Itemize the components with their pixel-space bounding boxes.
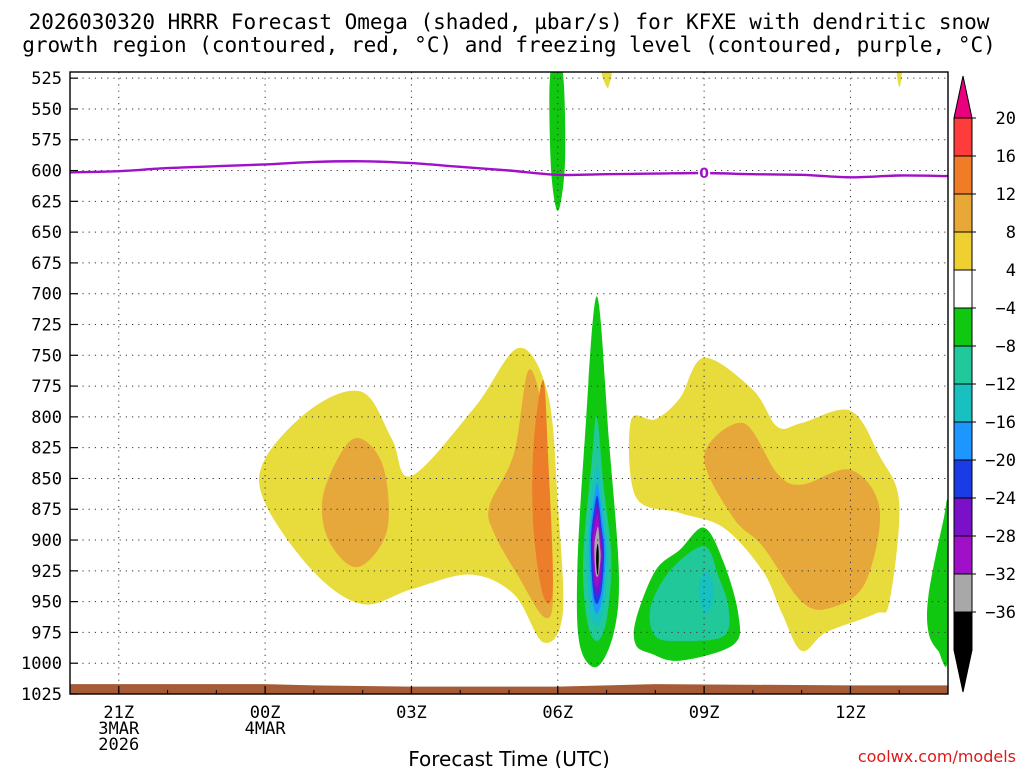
y-tick-label-875: 875 [31, 500, 62, 520]
colorbar-label-10: −24 [985, 489, 1016, 509]
terrain-band [70, 684, 948, 694]
colorbar-segment-6 [953, 345, 973, 385]
colorbar-segment-3 [953, 231, 973, 271]
omega-negative-12-right [698, 570, 714, 613]
colorbar-label-2: 12 [996, 185, 1016, 205]
colorbar-segment-9 [953, 459, 973, 499]
x-tick-label-06Z-0: 06Z [542, 703, 573, 723]
y-tick-label-825: 825 [31, 439, 62, 459]
y-tick-label-625: 625 [31, 192, 62, 212]
colorbar-label-4: 4 [1006, 261, 1016, 281]
omega-negative-36-core [596, 543, 599, 575]
y-tick-label-575: 575 [31, 131, 62, 151]
y-tick-label-800: 800 [31, 408, 62, 428]
grid [70, 72, 948, 694]
omega-positive-4-top-a [601, 72, 612, 89]
credit-text: coolwx.com/models [858, 747, 1016, 766]
colorbar-segment-5 [953, 307, 973, 347]
y-tick-label-925: 925 [31, 562, 62, 582]
x-tick-label-00Z-0: 00Z [250, 703, 281, 723]
freezing-level-layer: 0 [70, 160, 948, 182]
colorbar-segment-8 [953, 421, 973, 461]
colorbar-label-7: −12 [985, 375, 1016, 395]
colorbar-segment-2 [953, 193, 973, 233]
y-tick-label-900: 900 [31, 531, 62, 551]
colorbar-segment-13 [953, 611, 973, 651]
colorbar-label-5: −4 [996, 299, 1016, 319]
y-tick-label-850: 850 [31, 469, 62, 489]
y-tick-label-525: 525 [31, 69, 62, 89]
omega-negative-4-tall-top [549, 72, 566, 211]
omega-positive-8-right [704, 422, 881, 610]
omega-negative-4-edge [927, 499, 948, 667]
freezing-level-label-bg [698, 164, 711, 180]
colorbar-segment-10 [953, 497, 973, 537]
y-axis: 525 550 575 600 625 650 675 700 725 750 775 800 825 8… [21, 69, 78, 705]
colorbar-label-0: 20 [996, 109, 1016, 129]
y-tick-label-700: 700 [31, 285, 62, 305]
colorbar-label-6: −8 [996, 337, 1016, 357]
chart-title-line-1: 2026030320 HRRR Forecast Omega (shaded, … [29, 10, 990, 34]
y-tick-label-950: 950 [31, 593, 62, 613]
colorbar-segment-11 [953, 535, 973, 575]
colorbar-label-13: −36 [985, 603, 1016, 623]
y-tick-label-975: 975 [31, 623, 62, 643]
colorbar-segment-4 [953, 269, 973, 309]
colorbar-label-8: −16 [985, 413, 1016, 433]
x-axis-label: Forecast Time (UTC) [408, 747, 610, 768]
colorbar-segment-0 [953, 117, 973, 157]
colorbar-label-11: −28 [985, 527, 1016, 547]
x-tick-label-12Z-0: 12Z [835, 703, 866, 723]
y-tick-label-650: 650 [31, 223, 62, 243]
omega-positive-4-top-b [896, 72, 902, 88]
colorbar-top-arrow [953, 75, 973, 119]
terrain-layer [70, 684, 948, 694]
y-tick-label-550: 550 [31, 100, 62, 120]
colorbar-segment-1 [953, 155, 973, 195]
x-tick-label-09Z-0: 09Z [689, 703, 720, 723]
colorbar-segment-12 [953, 573, 973, 613]
colorbar-label-9: −20 [985, 451, 1016, 471]
omega-positive-4-left [259, 347, 564, 643]
y-tick-label-1025: 1025 [21, 685, 62, 705]
y-tick-label-1000: 1000 [21, 654, 62, 674]
y-tick-label-775: 775 [31, 377, 62, 397]
x-tick-label-03Z-0: 03Z [396, 703, 427, 723]
x-tick-label-21Z-0: 21Z [103, 703, 134, 723]
freezing-level-label: 0 [699, 166, 709, 182]
freezing-level-line [70, 160, 948, 179]
y-tick-label-600: 600 [31, 162, 62, 182]
colorbar: 20 16 12 8 4 −4 −8 −12 −16 −20 −24 −28 −32 −36 [953, 75, 1016, 693]
omega-shading [259, 72, 948, 668]
colorbar-label-3: 8 [1006, 223, 1016, 243]
y-tick-label-675: 675 [31, 254, 62, 274]
x-tick-label-21Z-2: 2026 [98, 735, 139, 755]
colorbar-label-12: −32 [985, 565, 1016, 585]
colorbar-segment-7 [953, 383, 973, 423]
colorbar-bottom-arrow [953, 649, 973, 693]
omega-positive-12-center [532, 379, 554, 604]
y-tick-label-725: 725 [31, 315, 62, 335]
colorbar-label-1: 16 [996, 147, 1016, 167]
x-tick-label-21Z-1: 3MAR [98, 719, 140, 739]
x-tick-label-00Z-1: 4MAR [245, 719, 287, 739]
omega-positive-8-left [321, 438, 389, 568]
chart-title-line-2: growth region (contoured, red, °C) and f… [22, 33, 996, 57]
y-tick-label-750: 750 [31, 346, 62, 366]
omega-negative-8-right [649, 546, 730, 642]
